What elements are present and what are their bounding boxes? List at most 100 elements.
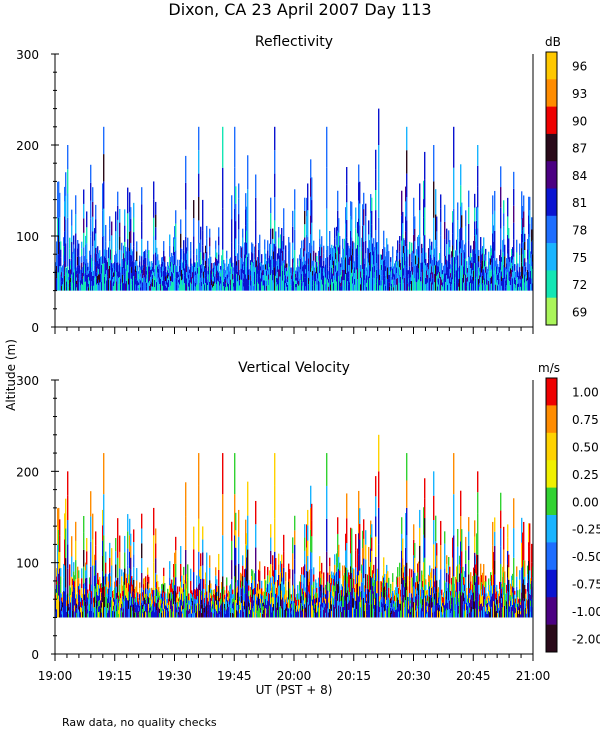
velocity-data-cell <box>76 608 78 613</box>
velocity-data-cell <box>101 583 103 588</box>
reflectivity-data-cell <box>64 201 66 217</box>
reflectivity-data-cell <box>162 261 164 267</box>
reflectivity-data-cell <box>312 260 314 266</box>
velocity-data-cell <box>249 599 251 604</box>
velocity-data-cell <box>352 577 354 588</box>
velocity-data-cell <box>422 593 424 600</box>
reflectivity-data-cell <box>394 279 396 286</box>
velocity-data-cell <box>162 590 164 598</box>
reflectivity-data-cell <box>187 250 189 265</box>
velocity-data-cell <box>332 606 334 618</box>
reflectivity-data-cell <box>199 282 201 291</box>
velocity-data-cell <box>80 601 82 607</box>
velocity-data-cell <box>162 610 164 618</box>
reflectivity-data-cell <box>189 276 191 281</box>
velocity-data-cell <box>405 565 407 583</box>
velocity-data-cell <box>365 530 367 545</box>
reflectivity-data-cell <box>436 216 438 232</box>
velocity-data-cell <box>442 614 444 618</box>
velocity-data-cell <box>406 480 408 508</box>
velocity-data-cell <box>191 605 193 610</box>
reflectivity-data-cell <box>248 279 250 286</box>
reflectivity-data-cell <box>426 283 428 291</box>
reflectivity-data-cell <box>178 285 180 288</box>
velocity-data-cell <box>163 567 165 577</box>
velocity-data-cell <box>324 593 326 597</box>
reflectivity-data-cell <box>354 284 356 291</box>
velocity-data-cell <box>461 595 463 618</box>
velocity-data-cell <box>117 518 119 538</box>
velocity-data-cell <box>322 607 324 613</box>
velocity-data-cell <box>188 614 190 618</box>
velocity-data-cell <box>421 598 423 609</box>
velocity-data-cell <box>201 604 203 609</box>
velocity-data-cell <box>423 562 425 590</box>
reflectivity-data-cell <box>404 265 406 278</box>
reflectivity-data-cell <box>114 262 116 270</box>
reflectivity-data-cell <box>103 208 105 236</box>
velocity-data-cell <box>247 549 249 584</box>
velocity-data-cell <box>175 590 177 605</box>
reflectivity-data-cell <box>95 247 97 263</box>
reflectivity-data-cell <box>207 285 209 288</box>
reflectivity-data-cell <box>422 269 424 277</box>
reflectivity-data-cell <box>389 274 391 279</box>
reflectivity-data-cell <box>492 271 494 291</box>
velocity-data-cell <box>417 563 419 573</box>
reflectivity-data-cell <box>202 199 204 216</box>
velocity-data-cell <box>296 599 298 606</box>
velocity-data-cell <box>65 587 67 618</box>
velocity-data-cell <box>281 590 283 600</box>
velocity-data-cell <box>337 517 339 534</box>
velocity-data-cell <box>473 592 475 601</box>
velocity-data-cell <box>270 524 272 538</box>
velocity-data-cell <box>206 552 208 566</box>
velocity-data-cell <box>288 572 290 582</box>
reflectivity-data-cell <box>187 277 189 291</box>
velocity-data-cell <box>467 594 469 599</box>
velocity-data-cell <box>123 599 125 609</box>
velocity-data-cell <box>112 591 114 598</box>
velocity-data-cell <box>294 602 296 618</box>
reflectivity-data-cell <box>272 228 274 239</box>
reflectivity-data-cell <box>350 216 352 231</box>
velocity-data-cell <box>251 603 253 611</box>
velocity-data-cell <box>203 579 205 589</box>
reflectivity-data-cell <box>346 255 348 273</box>
reflectivity-data-cell <box>91 276 93 282</box>
reflectivity-data-cell <box>343 259 345 270</box>
velocity-data-cell <box>437 595 439 604</box>
velocity-data-cell <box>324 596 326 601</box>
reflectivity-data-cell <box>530 277 532 285</box>
velocity-data-cell <box>462 579 464 593</box>
velocity-data-cell <box>81 597 83 608</box>
velocity-data-cell <box>152 610 154 618</box>
velocity-data-cell <box>340 590 342 596</box>
velocity-data-cell <box>321 584 323 596</box>
reflectivity-data-cell <box>335 278 337 285</box>
velocity-data-cell <box>104 596 106 608</box>
velocity-data-cell <box>372 593 374 602</box>
reflectivity-data-cell <box>173 246 175 256</box>
velocity-data-cell <box>73 589 75 600</box>
reflectivity-data-cell <box>107 283 109 291</box>
reflectivity-data-cell <box>291 271 293 276</box>
reflectivity-data-cell <box>155 227 157 240</box>
velocity-data-cell <box>95 588 97 604</box>
reflectivity-data-cell <box>59 241 61 267</box>
velocity-data-cell <box>156 581 158 589</box>
reflectivity-data-cell <box>277 253 279 260</box>
reflectivity-data-cell <box>186 272 188 279</box>
velocity-data-cell <box>169 609 171 618</box>
reflectivity-data-cell <box>348 258 350 265</box>
velocity-data-cell <box>472 609 474 618</box>
reflectivity-data-cell <box>177 272 179 279</box>
reflectivity-data-cell <box>147 265 149 279</box>
velocity-data-cell <box>424 577 426 598</box>
velocity-data-cell <box>429 575 431 587</box>
reflectivity-data-cell <box>83 189 85 204</box>
velocity-data-cell <box>416 587 418 594</box>
velocity-data-cell <box>81 568 83 579</box>
velocity-data-cell <box>455 604 457 611</box>
reflectivity-data-cell <box>276 282 278 287</box>
